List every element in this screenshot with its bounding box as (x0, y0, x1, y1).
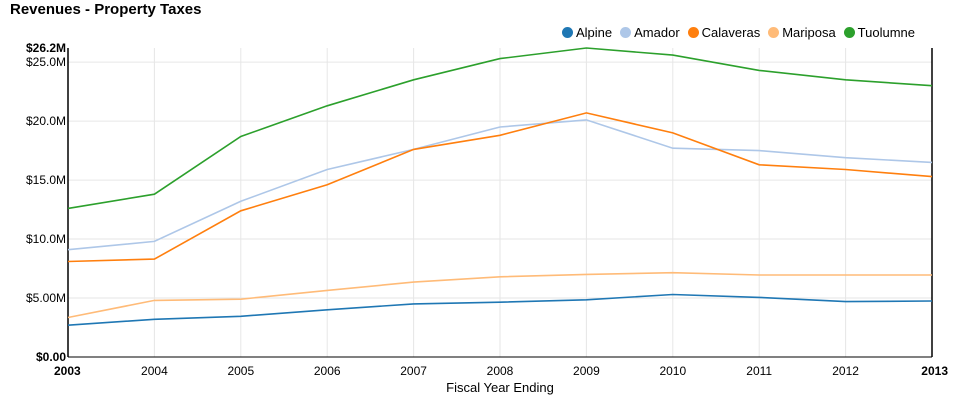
legend-label: Amador (634, 25, 680, 40)
legend-label: Mariposa (782, 25, 836, 40)
series-line-amador[interactable] (67, 119, 933, 251)
legend-swatch-icon (687, 27, 699, 38)
y-max-label: $26.2M (26, 41, 66, 55)
x-tick-label: 2007 (400, 364, 427, 378)
x-tick-label: 2008 (487, 364, 514, 378)
legend-item-mariposa[interactable]: Mariposa (768, 25, 836, 40)
legend-swatch-icon (768, 27, 780, 38)
series-line-alpine[interactable] (67, 293, 933, 326)
y-tick-label: $25.0M (26, 55, 66, 69)
legend-label: Alpine (576, 25, 613, 40)
x-tick-label: 2006 (314, 364, 341, 378)
y-tick-label: $5.00M (26, 291, 66, 305)
y-axis: $0.00 $5.00M $10.0M $15.0M $20.0M $25.0M$26.2… (26, 41, 933, 364)
legend-item-alpine[interactable]: Alpine (562, 25, 612, 40)
x-tick-label: 2005 (227, 364, 254, 378)
x-tick-label: 2011 (746, 364, 772, 378)
chart-legend: Alpine Amador Calaveras Mariposa Tuolumne (562, 25, 915, 40)
chart-title: Revenues - Property Taxes (10, 1, 202, 18)
x-tick-label: 2012 (832, 364, 859, 378)
x-tick-label: 2010 (659, 364, 686, 378)
series-line-mariposa[interactable] (67, 271, 932, 319)
legend-label: Calaveras (701, 25, 761, 40)
x-axis-title: Fiscal Year Ending (446, 380, 554, 395)
legend-item-tuolumne[interactable]: Tuolumne (843, 25, 915, 40)
x-tick-label: 2009 (573, 364, 600, 378)
gridlines (68, 48, 932, 357)
legend-label: Tuolumne (857, 25, 915, 40)
legend-swatch-icon (562, 27, 573, 38)
x-tick-label: 2004 (141, 364, 168, 378)
x-tick-label: 2013 (921, 364, 948, 378)
y-tick-label: $20.0M (26, 114, 66, 128)
legend-swatch-icon (843, 27, 855, 38)
series-line-tuolumne[interactable] (67, 47, 933, 210)
x-axis: 2003 2004 2005 2006 2007 2008 2009 2010 2011 2012… (54, 356, 948, 378)
y-tick-label: $15.0M (26, 173, 66, 187)
series-line-calaveras[interactable] (67, 112, 933, 263)
legend-item-calaveras[interactable]: Calaveras (687, 25, 761, 40)
legend-swatch-icon (620, 27, 632, 38)
y-tick-label: $0.00 (36, 350, 66, 364)
legend-item-amador[interactable]: Amador (620, 25, 680, 40)
y-tick-label: $10.0M (26, 232, 66, 246)
x-tick-label: 2003 (54, 364, 81, 378)
series-lines (67, 47, 933, 326)
